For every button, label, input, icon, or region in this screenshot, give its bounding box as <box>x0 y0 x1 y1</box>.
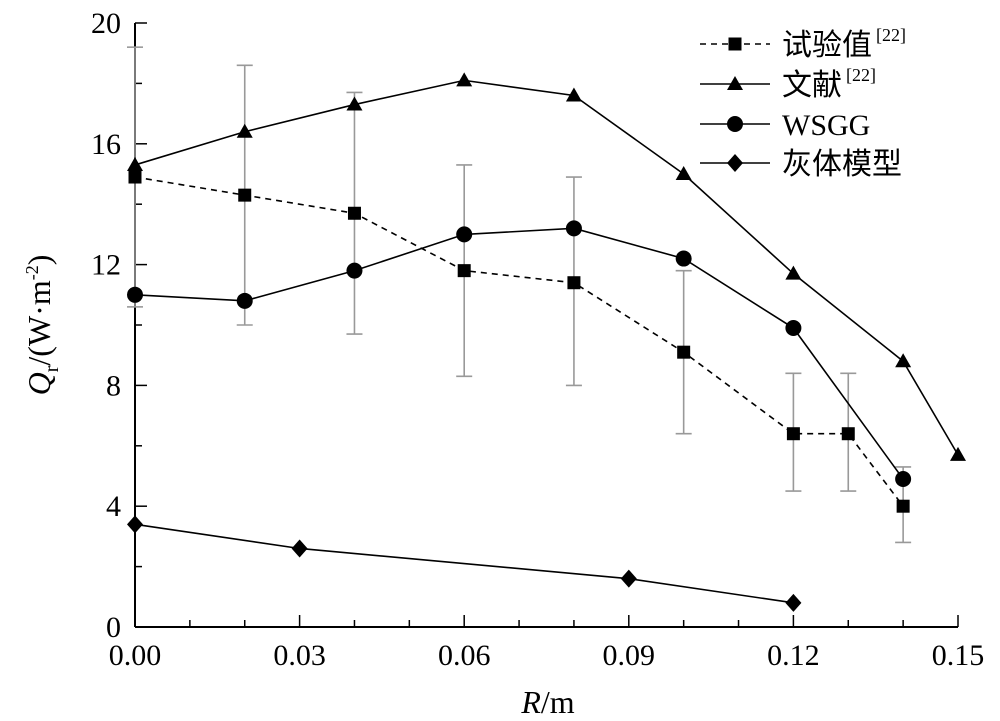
legend-marker <box>728 37 742 51</box>
legend-label: WSGG <box>782 109 870 142</box>
x-axis-var: R <box>520 684 541 720</box>
data-point <box>841 427 855 441</box>
data-point <box>456 72 473 87</box>
data-point <box>236 292 253 309</box>
data-point <box>565 87 582 102</box>
data-point <box>236 123 253 138</box>
series-line <box>134 227 904 480</box>
y-axis-sub: r <box>41 365 63 372</box>
legend-marker <box>727 116 743 132</box>
data-point <box>346 262 363 279</box>
data-point <box>785 265 802 280</box>
legend-marker <box>727 76 743 90</box>
data-point <box>785 593 802 612</box>
legend-label-text: 试验值 <box>782 28 872 63</box>
legend-label: 文献 [22] <box>782 65 876 103</box>
series-line <box>134 523 794 604</box>
legend-label-sup: [22] <box>876 25 906 45</box>
data-point <box>456 226 473 243</box>
svg-text:R/m: R/m <box>520 684 574 720</box>
data-point <box>457 264 471 278</box>
y-axis-unit: /(W·m <box>21 280 57 365</box>
data-point <box>128 170 142 184</box>
data-point <box>896 499 910 513</box>
x-tick-label: 0.12 <box>767 639 820 672</box>
y-axis-close: ) <box>21 255 57 266</box>
data-point <box>786 427 800 441</box>
data-point <box>567 276 581 290</box>
legend-label-text: 灰体模型 <box>782 147 902 182</box>
legend-label-sup: [22] <box>846 65 876 85</box>
data-point <box>677 345 691 359</box>
y-tick-label: 12 <box>91 249 121 282</box>
x-tick-label: 0.15 <box>932 639 985 672</box>
legend-marker <box>727 154 743 172</box>
data-point <box>950 446 966 461</box>
legend-label-text: 文献 <box>782 68 842 103</box>
y-tick-label: 0 <box>106 611 121 644</box>
data-point <box>895 471 912 488</box>
x-tick-label: 0.09 <box>603 639 656 672</box>
data-point <box>291 539 308 558</box>
svg-text:Qr/(W·m-2): Qr/(W·m-2) <box>21 255 63 396</box>
data-point <box>620 569 637 588</box>
legend-label: 灰体模型 <box>782 147 902 182</box>
y-tick-label: 20 <box>91 7 121 40</box>
y-axis-sup: -2 <box>22 265 42 280</box>
y-tick-label: 4 <box>106 490 121 523</box>
series-group <box>127 72 966 612</box>
series-line <box>134 176 904 507</box>
data-point <box>346 96 363 111</box>
x-tick-label: 0.06 <box>438 639 491 672</box>
data-point <box>238 188 252 202</box>
data-point <box>347 206 361 220</box>
x-tick-label: 0.03 <box>273 639 326 672</box>
data-point <box>675 250 692 267</box>
legend-label-text: WSGG <box>782 109 870 142</box>
data-point <box>565 220 582 237</box>
x-tick-label: 0.00 <box>109 639 162 672</box>
tick-labels: 0.00 0.03 0.06 0.09 0.12 0.15 0 4 8 12 16 20 <box>91 7 984 672</box>
legend-label: 试验值 [22] <box>782 25 906 63</box>
data-point <box>127 156 143 171</box>
data-point <box>127 515 143 534</box>
data-point <box>675 166 692 180</box>
y-axis-title: Qr/(W·m-2) <box>21 255 63 396</box>
data-point <box>127 286 143 303</box>
x-axis-title: R/m <box>520 684 574 720</box>
data-point <box>785 320 802 337</box>
y-tick-label: 16 <box>91 128 121 161</box>
y-tick-label: 8 <box>106 369 121 402</box>
data-point <box>895 353 912 368</box>
x-axis-unit: /m <box>541 684 575 720</box>
y-axis-var: Q <box>21 372 57 395</box>
